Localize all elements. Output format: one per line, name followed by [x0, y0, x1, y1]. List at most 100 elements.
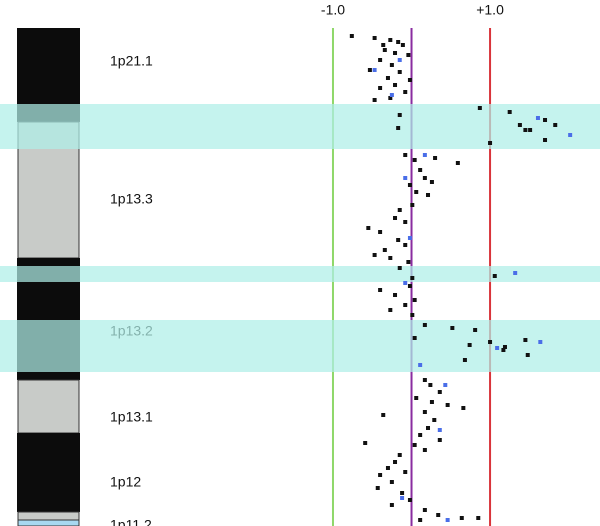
- data-point: [523, 338, 528, 342]
- highlight-band: [0, 320, 600, 372]
- x-tick-label: +1.0: [476, 2, 504, 18]
- data-point: [568, 133, 573, 137]
- data-point: [407, 498, 412, 502]
- data-point: [488, 141, 493, 145]
- data-point: [418, 363, 423, 367]
- data-point: [407, 284, 412, 288]
- data-point: [543, 138, 548, 142]
- data-point: [396, 238, 401, 242]
- data-point: [403, 220, 408, 224]
- data-point: [403, 90, 408, 94]
- data-point: [378, 230, 383, 234]
- data-point: [378, 473, 383, 477]
- data-point: [437, 390, 442, 394]
- data-point: [388, 308, 393, 312]
- data-point: [467, 343, 472, 347]
- data-point: [372, 36, 377, 40]
- data-point: [400, 496, 405, 500]
- data-point: [443, 383, 448, 387]
- data-point: [412, 298, 417, 302]
- data-point: [389, 480, 394, 484]
- data-point: [393, 83, 398, 87]
- data-point: [477, 106, 482, 110]
- data-point: [422, 508, 427, 512]
- data-point: [396, 126, 401, 130]
- data-point: [492, 274, 497, 278]
- data-point: [389, 63, 394, 67]
- data-point: [385, 76, 390, 80]
- data-point: [450, 326, 455, 330]
- data-point: [414, 396, 419, 400]
- data-point: [507, 110, 512, 114]
- data-point: [397, 58, 402, 62]
- data-point: [363, 441, 368, 445]
- data-point: [459, 516, 464, 520]
- data-point: [412, 158, 417, 162]
- data-point: [410, 203, 415, 207]
- data-point: [525, 353, 530, 357]
- data-point: [393, 216, 398, 220]
- data-point: [418, 168, 423, 172]
- data-point: [473, 328, 478, 332]
- data-point: [436, 513, 441, 517]
- data-point: [437, 438, 442, 442]
- data-point: [461, 406, 466, 410]
- data-point: [528, 128, 533, 132]
- data-point: [543, 118, 548, 122]
- data-point: [388, 38, 393, 42]
- data-point: [403, 303, 408, 307]
- data-point: [407, 183, 412, 187]
- data-point: [385, 466, 390, 470]
- data-point: [517, 123, 522, 127]
- band-label: 1p12: [110, 474, 141, 490]
- ideogram-band: [17, 433, 80, 512]
- data-point: [403, 153, 408, 157]
- highlight-band: [0, 104, 600, 149]
- band-label: 1p21.1: [110, 53, 153, 69]
- data-point: [429, 180, 434, 184]
- data-point: [535, 116, 540, 120]
- band-label: 1p11.2: [110, 517, 152, 526]
- data-point: [432, 418, 437, 422]
- band-label: 1p13.3: [110, 191, 153, 207]
- data-point: [455, 161, 460, 165]
- data-point: [388, 96, 393, 100]
- data-point: [406, 260, 411, 264]
- data-point: [418, 433, 423, 437]
- x-tick-label: -1.0: [321, 2, 345, 18]
- data-point: [412, 443, 417, 447]
- data-point: [349, 34, 354, 38]
- data-point: [422, 410, 427, 414]
- data-point: [378, 288, 383, 292]
- data-point: [476, 516, 481, 520]
- data-point: [422, 323, 427, 327]
- data-point: [553, 123, 558, 127]
- data-point: [381, 43, 386, 47]
- data-point: [501, 348, 506, 352]
- data-point: [397, 113, 402, 117]
- data-point: [414, 190, 419, 194]
- data-point: [400, 491, 405, 495]
- data-point: [397, 208, 402, 212]
- data-point: [378, 58, 383, 62]
- data-point: [462, 358, 467, 362]
- data-point: [422, 448, 427, 452]
- ideogram-band: [17, 379, 80, 434]
- data-point: [433, 156, 438, 160]
- data-point: [378, 86, 383, 90]
- data-point: [397, 453, 402, 457]
- data-point: [366, 226, 371, 230]
- data-point: [396, 40, 401, 44]
- data-point: [381, 413, 386, 417]
- data-point: [437, 428, 442, 432]
- data-point: [372, 68, 377, 72]
- data-point: [393, 51, 398, 55]
- data-point: [388, 256, 393, 260]
- data-point: [406, 53, 411, 57]
- data-point: [403, 281, 408, 285]
- ideogram-band: [17, 519, 80, 526]
- data-point: [407, 78, 412, 82]
- highlight-band: [0, 266, 600, 282]
- data-point: [445, 518, 450, 522]
- data-point: [502, 345, 507, 349]
